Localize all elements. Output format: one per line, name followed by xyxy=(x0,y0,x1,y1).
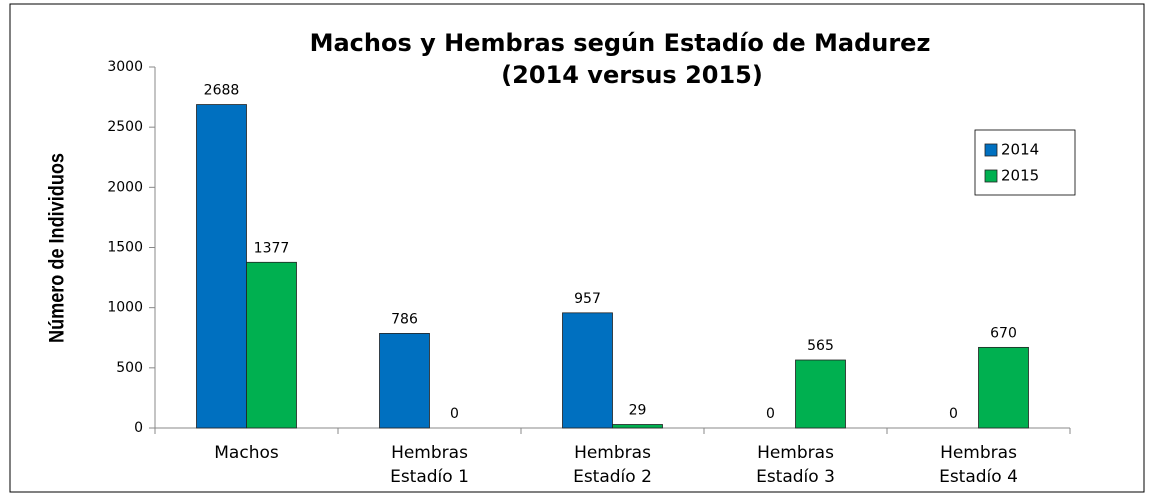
legend-label: 2015 xyxy=(1001,167,1039,185)
y-tick-label: 1500 xyxy=(107,240,143,256)
data-label: 2688 xyxy=(204,83,240,99)
data-label: 957 xyxy=(574,291,601,307)
bar xyxy=(795,359,846,429)
data-label: 0 xyxy=(949,406,958,422)
y-tick-label: 1000 xyxy=(107,300,143,316)
data-label: 786 xyxy=(391,311,418,327)
x-tick-label: Hembras Estadío 1 xyxy=(390,443,469,487)
y-axis-label: Número de Individuos xyxy=(46,153,69,343)
data-label: 29 xyxy=(629,403,647,419)
x-tick-label: Machos xyxy=(214,443,279,463)
y-tick-label: 3000 xyxy=(107,59,143,75)
x-tick-label: Hembras Estadío 4 xyxy=(939,443,1018,487)
y-tick-label: 2500 xyxy=(107,119,143,135)
legend-swatch xyxy=(984,143,998,157)
data-label: 670 xyxy=(990,325,1017,341)
legend-box xyxy=(974,129,1076,196)
legend-swatch xyxy=(984,169,998,183)
bar xyxy=(978,346,1029,429)
chart-title: Machos y Hembras según Estadío de Madure… xyxy=(310,29,931,57)
data-label: 1377 xyxy=(254,240,290,256)
data-label: 0 xyxy=(766,406,775,422)
legend-label: 2014 xyxy=(1001,141,1039,159)
y-tick-label: 500 xyxy=(116,360,143,376)
chart-subtitle: (2014 versus 2015) xyxy=(501,61,763,89)
data-label: 565 xyxy=(807,338,834,354)
bar xyxy=(612,424,663,429)
bar xyxy=(562,312,613,429)
bar xyxy=(246,261,297,429)
bar xyxy=(196,104,247,429)
x-tick-label: Hembras Estadío 2 xyxy=(573,443,652,487)
bar xyxy=(379,333,430,429)
y-tick-label: 2000 xyxy=(107,179,143,195)
data-label: 0 xyxy=(450,406,459,422)
y-tick-label: 0 xyxy=(134,420,143,436)
x-tick-label: Hembras Estadío 3 xyxy=(756,443,835,487)
